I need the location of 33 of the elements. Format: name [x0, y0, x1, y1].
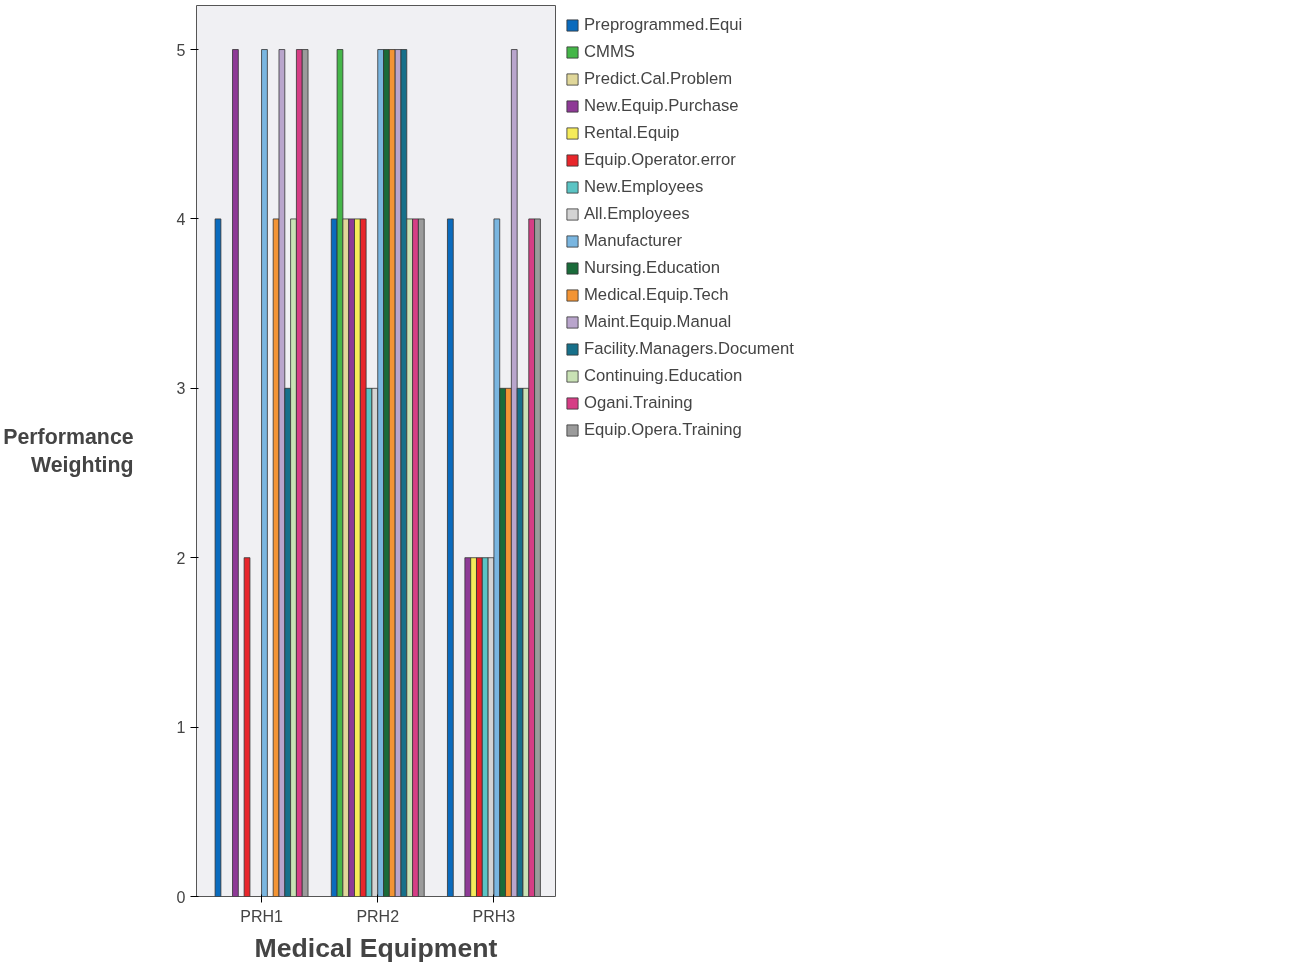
legend-label: Medical.Equip.Tech: [584, 285, 729, 305]
bar: [447, 218, 454, 897]
y-tick-label: 0: [176, 888, 186, 906]
y-tick-label: 4: [176, 210, 186, 228]
bar: [261, 49, 268, 897]
bar: [214, 218, 222, 897]
y-tick-label: 5: [176, 41, 186, 59]
x-tick-label: PRH3: [472, 907, 516, 925]
y-axis-title: Performance Weighting: [3, 424, 134, 478]
legend-label: Maint.Equip.Manual: [584, 312, 732, 332]
y-tick-label: 1: [176, 719, 186, 737]
legend-label: Facility.Managers.Document: [584, 339, 794, 359]
bar: [243, 557, 251, 897]
legend-label: Predict.Cal.Problem: [584, 69, 733, 89]
legend-label: Nursing.Education: [584, 258, 721, 278]
x-axis-title: Medical Equipment: [254, 932, 498, 963]
y-tick-label: 2: [176, 549, 186, 567]
legend-label: Ogani.Training: [584, 393, 693, 413]
legend-label: Preprogrammed.Equi: [584, 15, 743, 35]
x-tick-label: PRH2: [356, 907, 400, 925]
legend-label: Equip.Opera.Training: [584, 420, 742, 440]
legend-label: All.Employees: [584, 204, 690, 224]
x-tick-label: PRH1: [240, 907, 283, 925]
bar: [232, 49, 239, 897]
bar: [464, 557, 472, 897]
y-tick-label: 3: [176, 380, 186, 398]
legend-label: Continuing.Education: [584, 366, 743, 386]
legend-label: Manufacturer: [584, 231, 683, 251]
legend-label: Rental.Equip: [584, 123, 680, 143]
legend-label: CMMS: [584, 42, 635, 62]
legend-label: Equip.Operator.error: [584, 150, 736, 170]
legend-label: New.Equip.Purchase: [584, 96, 739, 116]
legend-label: New.Employees: [584, 177, 704, 197]
